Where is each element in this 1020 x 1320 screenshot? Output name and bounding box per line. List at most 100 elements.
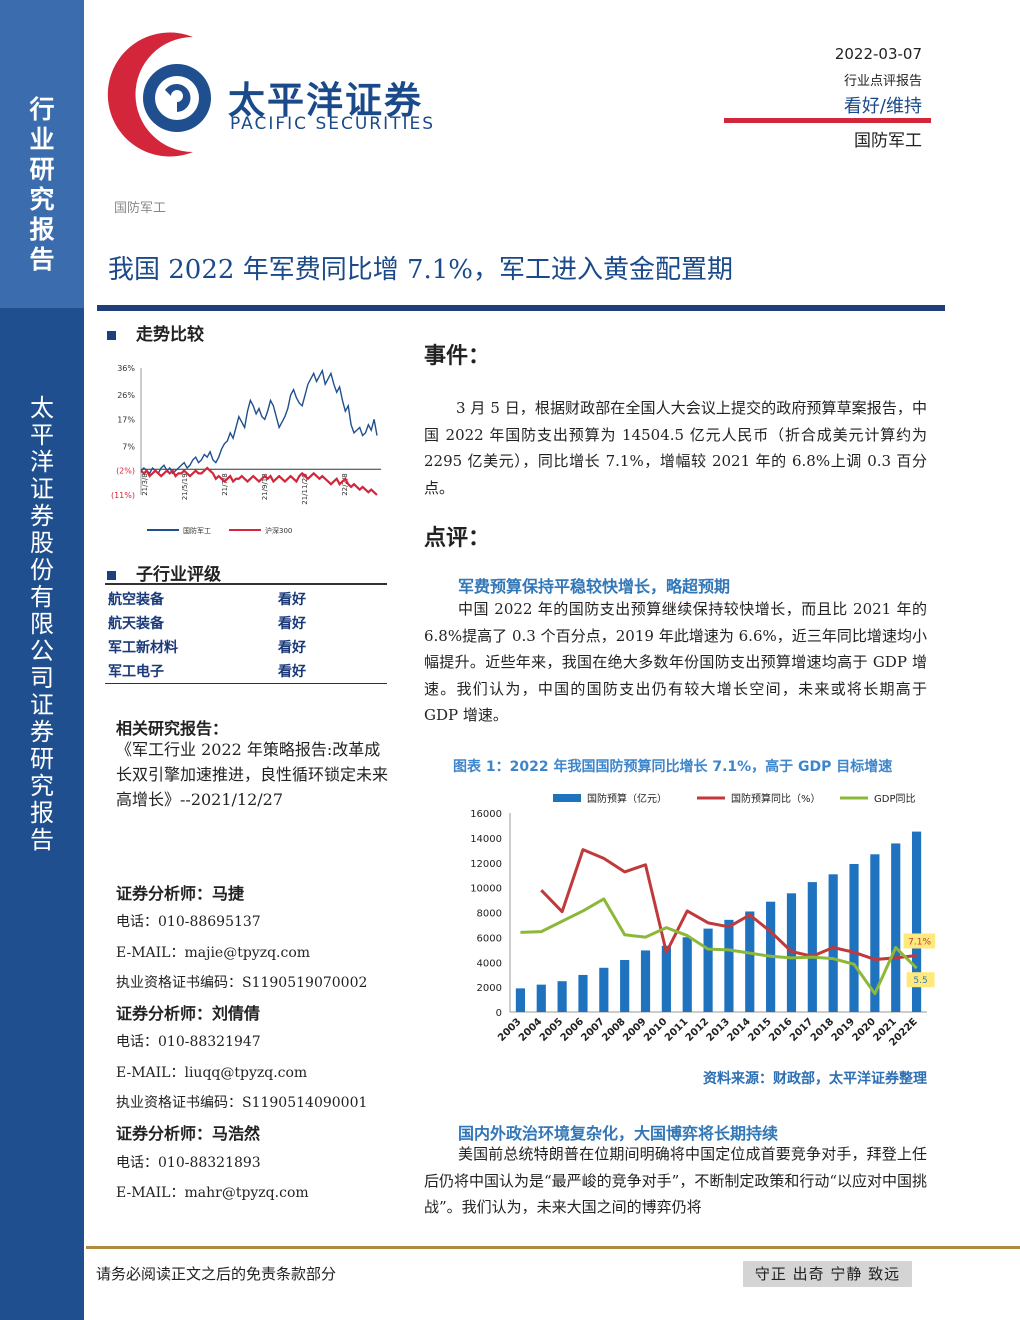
divider bbox=[105, 583, 387, 585]
y-tick-label: 14000 bbox=[470, 834, 502, 845]
trend-chart: 36% 26% 17% 7% (2%) (11%) 21/3/8 21/5/19 21/7/8 2… bbox=[111, 364, 381, 535]
y-tick-label: 36% bbox=[117, 364, 135, 373]
label-box bbox=[903, 933, 935, 949]
x-tick-label: 22/2/8 bbox=[341, 473, 349, 496]
report-title: 我国 2022 年军费同比增 7.1%，军工进入黄金配置期 bbox=[108, 255, 734, 285]
defense-budget-chart: 0200040006000800010000120001400016000200… bbox=[470, 792, 935, 1049]
sector: 国防军工 bbox=[854, 131, 922, 151]
figure-caption: 图表 1：2022 年我国国防预算同比增长 7.1%，高于 GDP 目标增速 bbox=[453, 759, 893, 775]
legend-swatch bbox=[553, 794, 581, 802]
bar bbox=[682, 937, 692, 1012]
series-line bbox=[140, 466, 378, 496]
paragraph-1: 中国 2022 年的国防支出预算继续保持较快增长，而且比 2021 年的 6.8… bbox=[424, 600, 927, 724]
subheading-1: 军费预算保持平稳较快增长，略超预期 bbox=[458, 577, 731, 596]
bar bbox=[515, 988, 526, 1012]
table-row: 军工电子 看好 bbox=[108, 664, 306, 680]
y-tick-label: (11%) bbox=[111, 491, 135, 500]
analyst-phone: 电话：010-88695137 bbox=[116, 914, 261, 930]
analyst-phone: 电话：010-88321947 bbox=[116, 1034, 261, 1050]
report-date: 2022-03-07 bbox=[834, 45, 922, 63]
bar bbox=[620, 960, 630, 1012]
analyst-phone: 电话：010-88321893 bbox=[116, 1155, 261, 1171]
y-tick-label: 10000 bbox=[470, 884, 502, 895]
table-row: 军工新材料 看好 bbox=[108, 640, 306, 656]
y-tick-label: 0 bbox=[496, 1008, 502, 1019]
analyst-cert: 执业资格证书编码：S1190514090001 bbox=[116, 1095, 368, 1111]
bar bbox=[703, 928, 713, 1012]
title-bar bbox=[97, 305, 945, 311]
analyst-cert: 执业资格证书编码：S1190519070002 bbox=[116, 975, 368, 991]
y-tick-label: 12000 bbox=[470, 859, 502, 870]
x-tick-label: 21/5/19 bbox=[181, 473, 189, 500]
bar bbox=[661, 945, 671, 1012]
event-body: 3 月 5 日，根据财政部在全国人大会议上提交的政府预算草案报告，中国 2022… bbox=[424, 399, 927, 497]
sub-industry-table: 航空装备 看好 航天装备 看好 军工新材料 看好 军工电子 看好 bbox=[108, 587, 386, 683]
analyst-email[interactable]: E-MAIL：liuqq@tpyzq.com bbox=[116, 1065, 308, 1081]
legend-label: 国防预算同比（%） bbox=[731, 792, 821, 805]
x-tick-label: 21/11/29 bbox=[301, 473, 309, 504]
legend-label: GDP同比 bbox=[874, 793, 915, 805]
y-tick-label: 2000 bbox=[477, 983, 502, 994]
analyst-email[interactable]: E-MAIL：mahr@tpyzq.com bbox=[116, 1185, 309, 1201]
related-heading: 相关研究报告： bbox=[116, 719, 229, 738]
logo-cn: 太平洋证券 bbox=[228, 79, 423, 122]
bar bbox=[745, 911, 755, 1012]
bar bbox=[536, 984, 546, 1012]
header-red-line bbox=[724, 118, 931, 123]
sidebar-company: 太平洋证券股份有限公司证券研究报告 bbox=[30, 394, 54, 854]
subheading-2: 国内外政治环境复杂化，大国博弈将长期持续 bbox=[458, 1124, 779, 1143]
report-type: 行业点评报告 bbox=[843, 74, 922, 89]
series-line bbox=[520, 897, 918, 996]
x-tick-label: 21/3/8 bbox=[141, 473, 149, 496]
bar bbox=[870, 854, 880, 1012]
analyst-email[interactable]: E-MAIL：majie@tpyzq.com bbox=[116, 945, 311, 961]
pacific-securities-logo bbox=[107, 32, 211, 157]
y-tick-label: 7% bbox=[122, 442, 135, 451]
legend-label: 国防预算（亿元） bbox=[587, 792, 667, 805]
figure-source: 资料来源：财政部，太平洋证券整理 bbox=[703, 1071, 927, 1087]
divider bbox=[105, 683, 387, 684]
trend-heading: 走势比较 bbox=[107, 320, 204, 345]
label-box bbox=[906, 972, 935, 988]
bar bbox=[891, 843, 901, 1012]
bar bbox=[557, 981, 567, 1012]
bar bbox=[578, 974, 588, 1012]
y-tick-label: 8000 bbox=[477, 909, 502, 920]
analyst-name: 证券分析师：马捷 bbox=[116, 884, 245, 903]
y-tick-label: 6000 bbox=[477, 933, 502, 944]
event-heading: 事件： bbox=[424, 343, 491, 369]
legend-label: 沪深300 bbox=[265, 526, 292, 535]
bar bbox=[849, 864, 859, 1012]
footer-disclaimer: 请务必阅读正文之后的免责条款部分 bbox=[96, 1265, 337, 1283]
analyst-name: 证券分析师：刘倩倩 bbox=[116, 1004, 261, 1023]
y-tick-label: 4000 bbox=[477, 958, 502, 969]
footer-line bbox=[86, 1246, 1020, 1249]
sub-industry-heading: 子行业评级 bbox=[107, 560, 221, 585]
legend-label: 国防军工 bbox=[183, 526, 211, 535]
small-sector-label: 国防军工 bbox=[114, 201, 167, 216]
review-heading: 点评： bbox=[424, 525, 491, 551]
sidebar-report-type: 行业研究报告 bbox=[29, 95, 55, 274]
series-line bbox=[540, 848, 917, 961]
data-label: 7.1% bbox=[908, 937, 931, 947]
y-tick-label: (2%) bbox=[116, 467, 135, 476]
paragraph-2: 美国前总统特朗普在位期间明确将中国定位成首要竞争对手，拜登上任后仍将中国认为是“… bbox=[424, 1145, 928, 1216]
sidebar-top-block bbox=[0, 0, 84, 308]
logo-en: PACIFIC SECURITIES bbox=[230, 114, 436, 134]
series-line bbox=[140, 368, 378, 475]
bar bbox=[640, 950, 651, 1012]
rating: 看好/维持 bbox=[843, 96, 922, 117]
footer-motto: 守正 出奇 宁静 致远 bbox=[743, 1261, 912, 1287]
analyst-name: 证券分析师：马浩然 bbox=[116, 1124, 261, 1143]
bar bbox=[599, 967, 609, 1012]
bar bbox=[724, 919, 734, 1012]
data-label: 5.5 bbox=[913, 976, 927, 986]
x-tick-label: 21/7/8 bbox=[221, 473, 229, 496]
y-tick-label: 26% bbox=[117, 391, 135, 400]
related-report-link[interactable]: 《军工行业 2022 年策略报告:改革成长双引擎加速推进，良性循环锁定未来高增长… bbox=[116, 740, 389, 809]
bar bbox=[911, 831, 922, 1012]
x-tick-label: 21/9/18 bbox=[261, 473, 269, 500]
table-row: 航空装备 看好 bbox=[108, 592, 306, 608]
y-tick-label: 17% bbox=[117, 415, 135, 424]
bar bbox=[807, 882, 817, 1012]
